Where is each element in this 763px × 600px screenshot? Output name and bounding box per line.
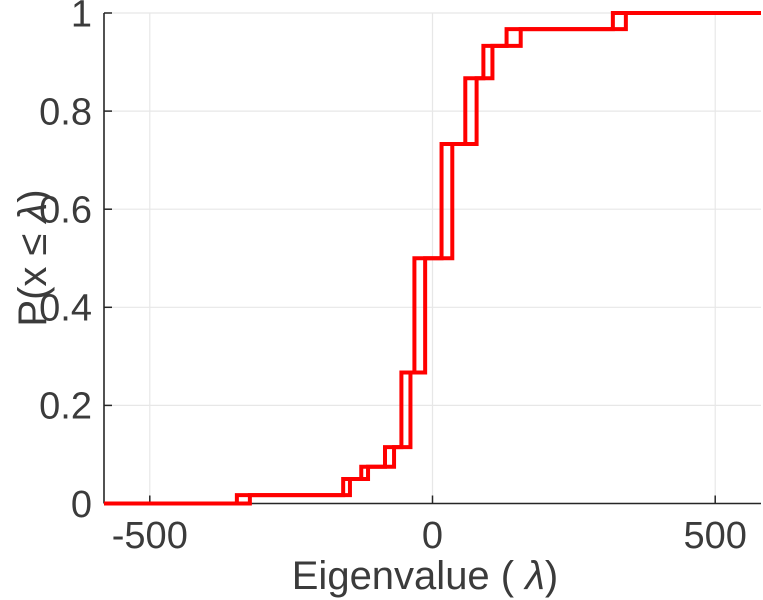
x-axis-label: Eigenvalue ( λ) (292, 554, 559, 598)
x-tick-label: 0 (422, 515, 443, 557)
y-axis-label: P(x ≤ λ) (11, 189, 55, 326)
y-tick-label: 1 (71, 0, 92, 35)
x-tick-label: 500 (683, 515, 746, 557)
lambda-symbol: λ (11, 203, 55, 225)
y-tick-label: 0.8 (39, 91, 92, 133)
tick-labels: -500 0 500 0 0.2 0.4 0.6 0.8 1 (39, 0, 747, 557)
leq-symbol: ≤ (11, 234, 55, 256)
ecdf-curves (104, 11, 761, 506)
y-tick-label: 0.2 (39, 386, 92, 428)
lambda-symbol: λ (523, 554, 545, 598)
y-tick-label: 0 (71, 484, 92, 526)
x-tick-label: -500 (112, 515, 188, 557)
ecdf-curve-ecdf-1 (104, 11, 761, 506)
y-tick-label: 0.4 (39, 288, 92, 330)
y-axis-label-text: P(x (11, 255, 55, 326)
ecdf-curve-ecdf-2 (104, 11, 761, 506)
y-tick-label: 0.6 (39, 190, 92, 232)
x-axis-label-text: Eigenvalue ( (292, 554, 525, 598)
